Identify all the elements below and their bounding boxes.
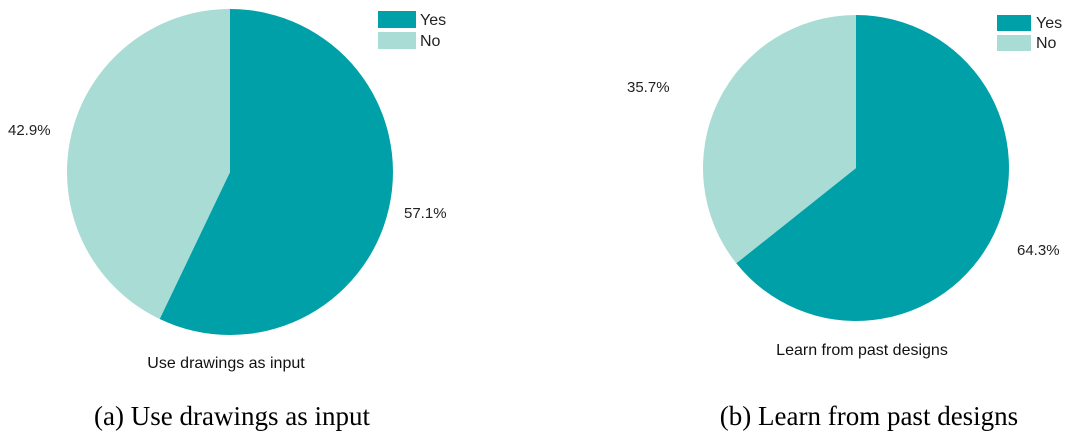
- legend-label-yes: Yes: [1036, 15, 1062, 32]
- slice-value-label-yes: 57.1%: [404, 205, 447, 222]
- slice-value-label-no: 35.7%: [627, 79, 670, 96]
- legend-label-no: No: [420, 33, 441, 50]
- figure-caption: (b) Learn from past designs: [720, 401, 1018, 431]
- pie-slice-yes: [159, 9, 393, 336]
- legend-swatch-yes: [378, 11, 416, 28]
- chart-title: Learn from past designs: [776, 342, 948, 359]
- figure-caption: (a) Use drawings as input: [94, 401, 370, 431]
- legend-swatch-yes: [997, 15, 1031, 31]
- chart-title: Use drawings as input: [147, 355, 305, 372]
- legend-label-yes: Yes: [420, 12, 446, 29]
- pie-chart-b: 64.3% 35.7% Yes No Learn from past desig…: [627, 15, 1062, 431]
- legend: Yes No: [378, 11, 446, 50]
- pie-slice-no: [66, 8, 231, 320]
- pie-chart-a: 57.1% 42.9% Yes No Use drawings as input…: [8, 8, 447, 431]
- slice-value-label-yes: 64.3%: [1017, 242, 1060, 259]
- pie-slice-yes: [736, 15, 1009, 321]
- pie-slice-no: [702, 15, 856, 264]
- slice-value-label-no: 42.9%: [8, 122, 51, 139]
- legend: Yes No: [997, 15, 1062, 52]
- legend-swatch-no: [378, 32, 416, 49]
- legend-label-no: No: [1036, 35, 1057, 52]
- legend-swatch-no: [997, 35, 1031, 51]
